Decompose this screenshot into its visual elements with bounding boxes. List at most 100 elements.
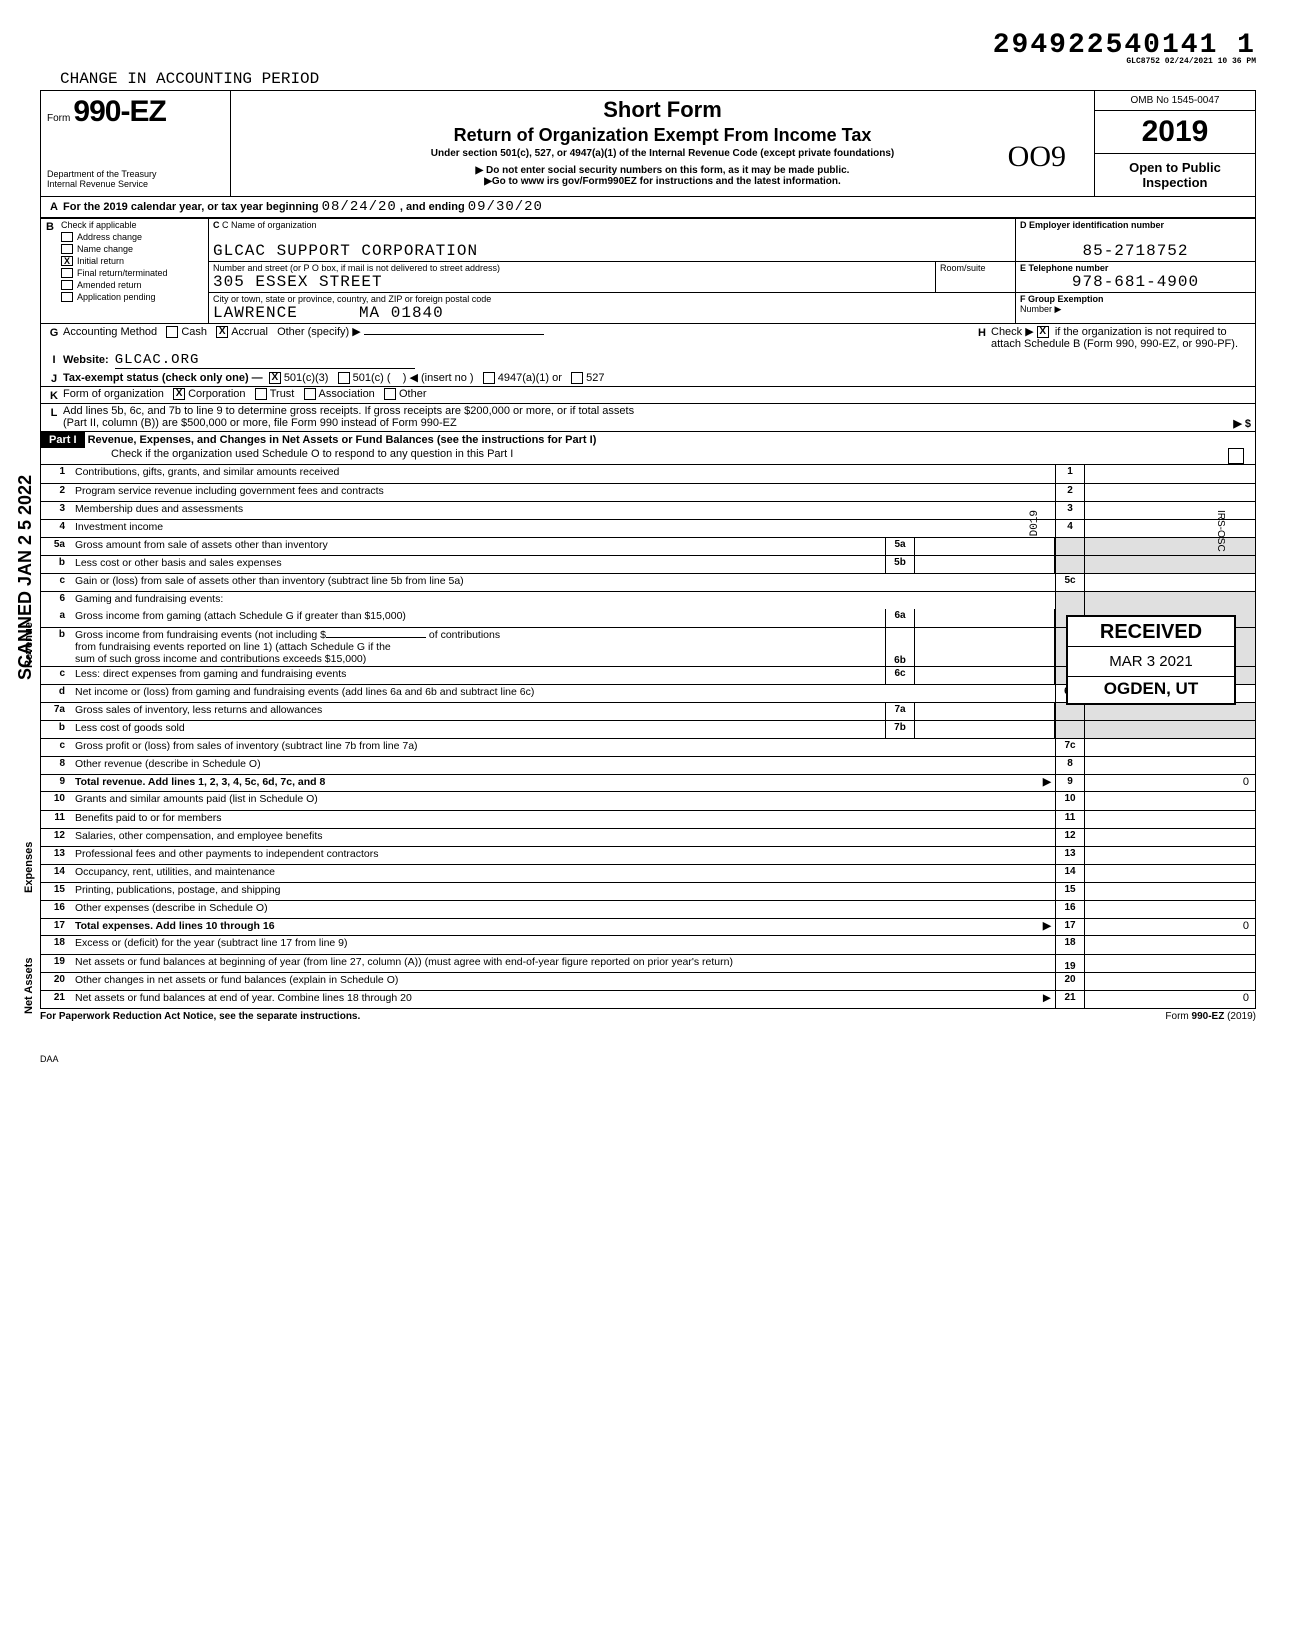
form-goto: ▶Go to www irs gov/Form990EZ for instruc… [239, 176, 1086, 187]
chk-trust[interactable] [255, 388, 267, 400]
chk-assoc[interactable] [304, 388, 316, 400]
line-7a: Gross sales of inventory, less returns a… [71, 703, 885, 720]
chk-527[interactable] [571, 372, 583, 384]
line-a-letter: A [45, 199, 63, 215]
line-7b: Less cost of goods sold [71, 721, 885, 738]
addr-label: Number and street (or P O box, if mail i… [213, 263, 931, 273]
line-a-text: For the 2019 calendar year, or tax year … [63, 199, 543, 215]
chk-amended[interactable] [61, 280, 73, 290]
header-note: CHANGE IN ACCOUNTING PERIOD [60, 70, 1256, 88]
form-of-org: Form of organization Corporation Trust A… [63, 388, 427, 402]
expenses-label: Expenses [23, 832, 35, 902]
chk-501c[interactable] [338, 372, 350, 384]
d019-mark: D019 [1029, 510, 1041, 536]
room-suite: Room/suite [935, 262, 1015, 292]
chk-name-change[interactable] [61, 244, 73, 254]
chk-4947[interactable] [483, 372, 495, 384]
chk-schedule-o[interactable] [1228, 448, 1244, 464]
accounting-method: Accounting Method Cash Accrual Other (sp… [63, 325, 973, 350]
tax-year: 2019 [1095, 111, 1255, 154]
line-6b: Gross income from fundraising events (no… [71, 628, 885, 666]
line-16: Other expenses (describe in Schedule O) [71, 901, 1055, 918]
line-l: L [45, 405, 63, 430]
line-8: Other revenue (describe in Schedule O) [71, 757, 1055, 774]
line-14: Occupancy, rent, utilities, and maintena… [71, 865, 1055, 882]
footer-right: Form 990-EZ (2019) [1165, 1011, 1256, 1022]
chk-501c3[interactable] [269, 372, 281, 384]
form-warn: ▶ Do not enter social security numbers o… [239, 165, 1086, 176]
chk-initial-return[interactable]: X [61, 256, 73, 266]
line-h: H [973, 325, 991, 350]
line-2: Program service revenue including govern… [71, 484, 1055, 501]
amt-17: 0 [1085, 919, 1255, 935]
line-l-text: Add lines 5b, 6c, and 7b to line 9 to de… [63, 405, 1251, 430]
netassets-label: Net Assets [23, 951, 35, 1021]
org-city: LAWRENCE [213, 304, 298, 322]
line-20: Other changes in net assets or fund bala… [71, 973, 1055, 990]
omb-number: OMB No 1545-0047 [1095, 91, 1255, 111]
line-13: Professional fees and other payments to … [71, 847, 1055, 864]
initials-mark: OO9 [1008, 140, 1066, 174]
scanned-stamp: SCANNED JAN 2 5 2022 [15, 475, 36, 680]
amt-9: 0 [1085, 775, 1255, 791]
line-6a: Gross income from gaming (attach Schedul… [71, 609, 885, 627]
line-7c: Gross profit or (loss) from sales of inv… [71, 739, 1055, 756]
open-public: Open to Public Inspection [1095, 154, 1255, 196]
line-6c: Less: direct expenses from gaming and fu… [71, 667, 885, 684]
website-row: Website: GLCAC.ORG [63, 352, 415, 369]
chk-h[interactable] [1037, 326, 1049, 338]
amt-21: 0 [1085, 991, 1255, 1008]
received-date: MAR 3 2021 [1068, 647, 1234, 677]
part1-title: Revenue, Expenses, and Changes in Net As… [88, 434, 597, 446]
chk-corp[interactable] [173, 388, 185, 400]
line-4: Investment income [71, 520, 1055, 537]
line-12: Salaries, other compensation, and employ… [71, 829, 1055, 846]
form-title-1: Short Form [239, 97, 1086, 123]
line-b-letter: B [41, 219, 59, 323]
received-stamp-box: RECEIVED MAR 3 2021 OGDEN, UT [1066, 615, 1236, 705]
part1-label: Part I [41, 432, 85, 448]
line-15: Printing, publications, postage, and shi… [71, 883, 1055, 900]
line-6d: Net income or (loss) from gaming and fun… [71, 685, 1055, 702]
ein: 85-2718752 [1020, 230, 1251, 260]
chk-address-change[interactable] [61, 232, 73, 242]
line-5b: Less cost or other basis and sales expen… [71, 556, 885, 573]
received-stamp: RECEIVED [1068, 619, 1234, 647]
footer-left: For Paperwork Reduction Act Notice, see … [40, 1011, 360, 1022]
line-g: G [45, 325, 63, 350]
chk-other[interactable] [384, 388, 396, 400]
f-label2: Number ▶ [1020, 304, 1251, 315]
e-label: E Telephone number [1020, 263, 1251, 273]
d-label: D Employer identification number [1020, 220, 1251, 230]
line-j: J [45, 371, 63, 385]
phone: 978-681-4900 [1020, 273, 1251, 291]
c-label: C Name of organization [222, 220, 317, 230]
tax-exempt-status: Tax-exempt status (check only one) — 501… [63, 371, 604, 385]
line-6: Gaming and fundraising events: [71, 592, 1055, 609]
line-5c: Gain or (loss) from sale of assets other… [71, 574, 1055, 591]
line-19: Net assets or fund balances at beginning… [71, 955, 1055, 972]
f-label: F Group Exemption [1020, 294, 1251, 304]
right-info-box: OMB No 1545-0047 2019 Open to Public Ins… [1095, 91, 1255, 196]
org-state-zip: MA 01840 [359, 304, 444, 322]
schedule-b-check: Check ▶ if the organization is not requi… [991, 325, 1251, 350]
line-21: Net assets or fund balances at end of ye… [71, 991, 1055, 1008]
org-address: 305 ESSEX STREET [213, 273, 931, 291]
check-applicable-box: Check if applicable Address change Name … [59, 219, 209, 323]
part1-sub: Check if the organization used Schedule … [111, 448, 513, 464]
form-subtitle: Under section 501(c), 527, or 4947(a)(1)… [239, 148, 1086, 159]
chk-accrual[interactable] [216, 326, 228, 338]
website: GLCAC.ORG [115, 352, 415, 369]
form-title-2: Return of Organization Exempt From Incom… [239, 125, 1086, 146]
chk-application-pending[interactable] [61, 292, 73, 302]
line-k: K [45, 388, 63, 402]
line-11: Benefits paid to or for members [71, 811, 1055, 828]
org-name: GLCAC SUPPORT CORPORATION [213, 230, 1011, 260]
chk-final-return[interactable] [61, 268, 73, 278]
line-18: Excess or (deficit) for the year (subtra… [71, 936, 1055, 954]
line-3: Membership dues and assessments [71, 502, 1055, 519]
irs-osc-mark: IRS-OSC [1215, 510, 1226, 552]
chk-cash[interactable] [166, 326, 178, 338]
line-17: Total expenses. Add lines 10 through 16 … [71, 919, 1055, 935]
ogden-stamp: OGDEN, UT [1068, 677, 1234, 701]
